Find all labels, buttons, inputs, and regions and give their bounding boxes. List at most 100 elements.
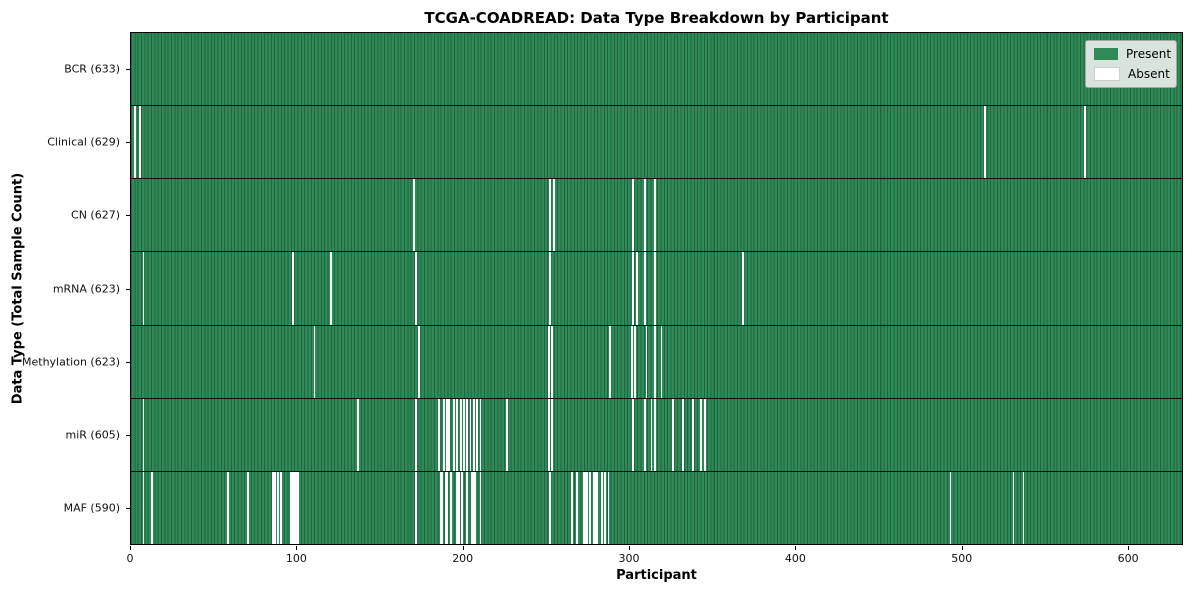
ytick-label: miR (605) <box>65 428 121 442</box>
xtick-label: 600 <box>1117 552 1139 565</box>
absent-mark <box>463 398 465 471</box>
absent-mark <box>592 471 595 544</box>
absent-mark <box>609 325 611 398</box>
ytick-mark <box>126 435 130 437</box>
absent-mark <box>654 179 656 252</box>
absent-mark <box>644 179 646 252</box>
absent-swatch <box>1094 67 1120 81</box>
heatmap-row-maf <box>131 471 1182 544</box>
x-axis-label: Participant <box>616 568 697 583</box>
absent-mark <box>280 471 283 544</box>
absent-mark <box>660 325 663 398</box>
absent-mark <box>469 398 472 471</box>
chart-title: TCGA-COADREAD: Data Type Breakdown by Pa… <box>424 9 889 27</box>
xtick-label: 100 <box>285 552 307 565</box>
xtick-label: 200 <box>452 552 474 565</box>
xtick-label: 0 <box>126 552 134 565</box>
heatmap-row-cn <box>131 179 1182 253</box>
absent-mark <box>439 471 442 544</box>
absent-mark <box>142 252 145 325</box>
absent-mark <box>414 471 417 544</box>
ytick-label: MAF (590) <box>63 501 120 515</box>
absent-mark <box>594 471 597 544</box>
legend: Present Absent <box>1085 40 1177 88</box>
absent-mark <box>295 471 298 544</box>
xtick-label: 500 <box>951 552 973 565</box>
ytick-mark <box>126 288 130 290</box>
absent-mark <box>453 398 455 471</box>
absent-mark <box>949 471 952 544</box>
absent-mark <box>552 179 555 252</box>
absent-mark <box>466 471 469 544</box>
ytick-mark <box>126 215 130 217</box>
xtick-mark <box>462 546 464 550</box>
absent-mark <box>551 325 553 398</box>
absent-mark <box>604 471 606 544</box>
absent-mark <box>672 398 675 471</box>
absent-mark <box>139 106 142 179</box>
absent-mark <box>444 471 447 544</box>
xtick-mark <box>1128 546 1130 550</box>
ytick-mark <box>126 141 130 143</box>
heatmap-row-bcr <box>131 33 1182 107</box>
absent-mark <box>293 471 296 544</box>
absent-mark <box>292 252 294 325</box>
absent-mark <box>547 398 550 471</box>
absent-mark <box>456 398 459 471</box>
absent-mark <box>418 325 421 398</box>
absent-mark <box>448 398 450 471</box>
absent-mark <box>142 398 145 471</box>
absent-mark <box>635 252 638 325</box>
absent-mark <box>644 398 646 471</box>
ytick-mark <box>126 361 130 363</box>
absent-mark <box>632 179 635 252</box>
absent-mark <box>634 325 636 398</box>
absent-mark <box>471 471 474 544</box>
absent-mark <box>575 471 578 544</box>
absent-mark <box>150 471 153 544</box>
ytick-label: mRNA (623) <box>52 282 120 295</box>
ytick-label: CN (627) <box>71 208 120 222</box>
absent-mark <box>584 471 587 544</box>
heatmap-plot <box>130 32 1183 545</box>
absent-mark <box>551 398 553 471</box>
absent-mark <box>585 471 588 544</box>
absent-mark <box>632 252 635 325</box>
absent-mark <box>142 471 145 544</box>
legend-entry-present: Present <box>1094 47 1171 61</box>
absent-mark <box>247 471 249 544</box>
absent-mark <box>461 471 464 544</box>
xtick-mark <box>795 546 797 550</box>
absent-mark <box>682 398 685 471</box>
absent-mark <box>582 471 585 544</box>
absent-mark <box>134 106 137 179</box>
absent-mark <box>459 398 462 471</box>
absent-mark <box>473 398 475 471</box>
absent-mark <box>547 325 550 398</box>
absent-mark <box>446 398 449 471</box>
absent-mark <box>473 471 475 544</box>
present-swatch <box>1094 48 1118 60</box>
absent-mark <box>570 471 573 544</box>
absent-mark <box>292 471 294 544</box>
absent-mark <box>479 398 482 471</box>
absent-mark <box>414 252 417 325</box>
legend-label-absent: Absent <box>1128 67 1170 81</box>
xtick-mark <box>961 546 963 550</box>
absent-mark <box>330 252 333 325</box>
ytick-mark <box>126 508 130 510</box>
absent-mark <box>356 398 359 471</box>
absent-mark <box>458 471 460 544</box>
xtick-label: 400 <box>784 552 806 565</box>
absent-mark <box>589 471 592 544</box>
absent-mark <box>446 471 449 544</box>
absent-mark <box>443 398 445 471</box>
heatmap-row-clinical <box>131 106 1182 180</box>
absent-mark <box>692 398 694 471</box>
absent-mark <box>474 471 477 544</box>
heatmap-row-mir <box>131 398 1182 472</box>
absent-mark <box>549 252 552 325</box>
absent-mark <box>700 398 703 471</box>
absent-mark <box>703 398 706 471</box>
